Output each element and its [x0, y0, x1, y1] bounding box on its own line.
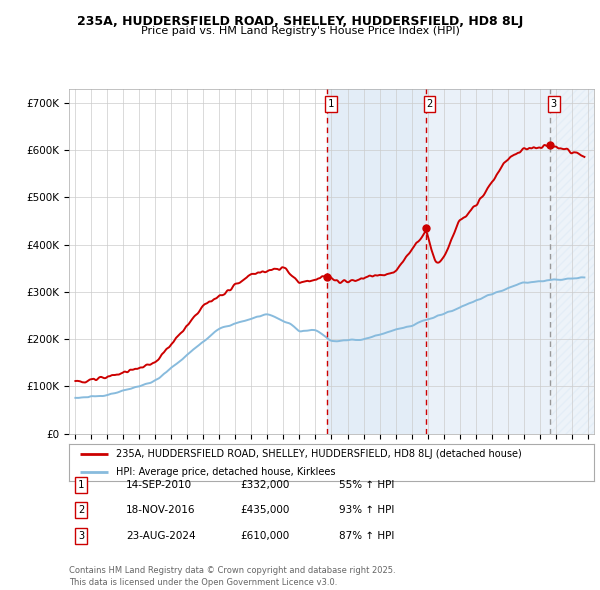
Text: 235A, HUDDERSFIELD ROAD, SHELLEY, HUDDERSFIELD, HD8 8LJ (detached house): 235A, HUDDERSFIELD ROAD, SHELLEY, HUDDER…: [116, 449, 522, 459]
Text: £610,000: £610,000: [240, 531, 289, 540]
Text: 93% ↑ HPI: 93% ↑ HPI: [339, 506, 394, 515]
Text: 23-AUG-2024: 23-AUG-2024: [126, 531, 196, 540]
Bar: [550, 88, 594, 434]
Text: Contains HM Land Registry data © Crown copyright and database right 2025.
This d: Contains HM Land Registry data © Crown c…: [69, 566, 395, 587]
Text: HPI: Average price, detached house, Kirklees: HPI: Average price, detached house, Kirk…: [116, 467, 336, 477]
Text: 18-NOV-2016: 18-NOV-2016: [126, 506, 196, 515]
Text: 14-SEP-2010: 14-SEP-2010: [126, 480, 192, 490]
Text: 235A, HUDDERSFIELD ROAD, SHELLEY, HUDDERSFIELD, HD8 8LJ: 235A, HUDDERSFIELD ROAD, SHELLEY, HUDDER…: [77, 15, 523, 28]
Text: 55% ↑ HPI: 55% ↑ HPI: [339, 480, 394, 490]
Text: Price paid vs. HM Land Registry's House Price Index (HPI): Price paid vs. HM Land Registry's House …: [140, 26, 460, 36]
Text: £332,000: £332,000: [240, 480, 289, 490]
Text: 2: 2: [427, 99, 433, 109]
Bar: [327, 88, 425, 434]
Text: 1: 1: [78, 480, 84, 490]
Text: 3: 3: [551, 99, 557, 109]
Text: £435,000: £435,000: [240, 506, 289, 515]
Text: 2: 2: [78, 506, 84, 515]
Text: 3: 3: [78, 531, 84, 540]
Text: 87% ↑ HPI: 87% ↑ HPI: [339, 531, 394, 540]
Text: 1: 1: [328, 99, 334, 109]
Bar: [425, 88, 550, 434]
